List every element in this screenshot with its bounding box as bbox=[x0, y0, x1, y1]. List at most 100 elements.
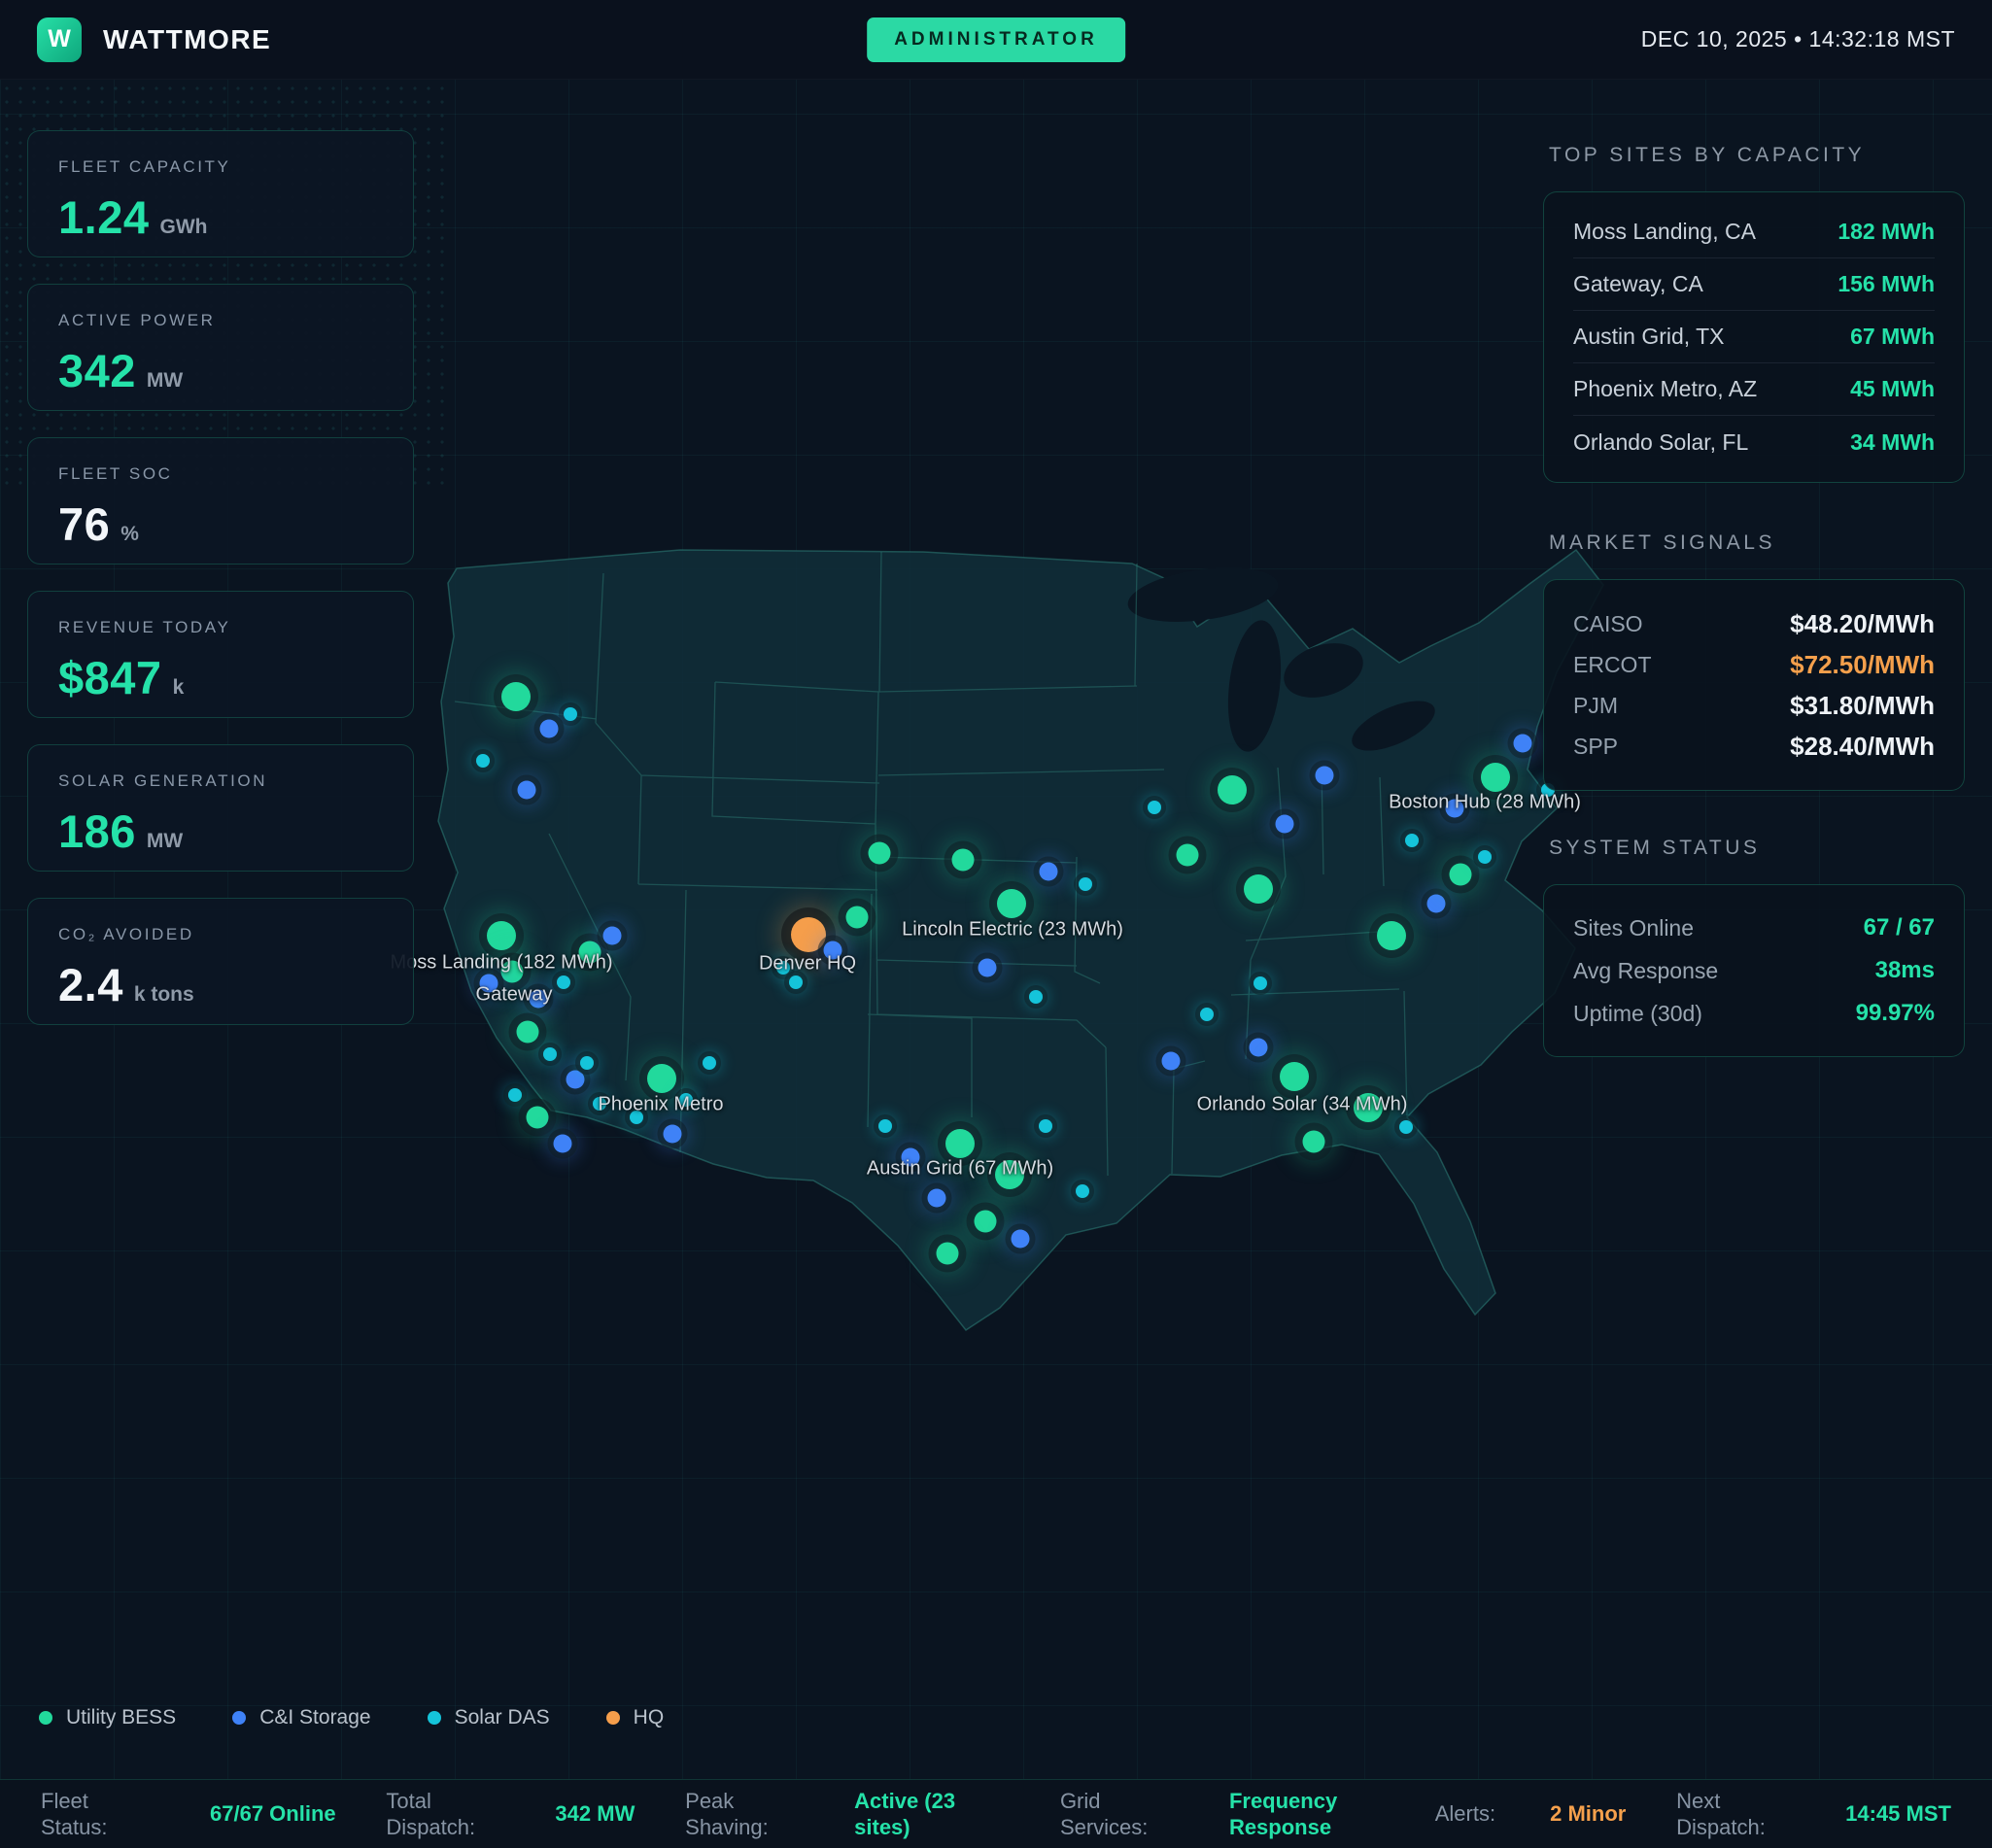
market-name: CAISO bbox=[1573, 610, 1643, 636]
site-dot-solar-das[interactable] bbox=[564, 707, 577, 721]
stat-card-value: 342 bbox=[58, 345, 136, 396]
site-dot-ci-storage[interactable] bbox=[529, 989, 548, 1009]
site-dot-solar-das[interactable] bbox=[1478, 850, 1492, 864]
site-dot-ci-storage[interactable] bbox=[978, 958, 997, 977]
site-dot-ci-storage[interactable] bbox=[1315, 766, 1334, 785]
site-dot-ci-storage[interactable] bbox=[823, 941, 842, 960]
site-dot-ci-storage[interactable] bbox=[517, 780, 536, 800]
site-dot-utility-bess[interactable] bbox=[995, 1160, 1024, 1189]
site-dot-ci-storage[interactable] bbox=[927, 1188, 946, 1208]
site-dot-utility-bess[interactable] bbox=[936, 1242, 959, 1265]
site-dot-ci-storage[interactable] bbox=[1275, 814, 1294, 834]
site-dot-solar-das[interactable] bbox=[1079, 877, 1092, 891]
market-row: CAISO $48.20/MWh bbox=[1573, 603, 1935, 644]
site-dot-utility-bess[interactable] bbox=[516, 1020, 539, 1044]
site-dot-ci-storage[interactable] bbox=[1249, 1038, 1268, 1057]
site-dot-utility-bess[interactable] bbox=[1354, 1093, 1383, 1122]
stat-card-value-row: 76% bbox=[58, 497, 383, 551]
system-row: Uptime (30d) 99.97% bbox=[1573, 992, 1935, 1035]
site-dot-utility-bess[interactable] bbox=[1449, 863, 1472, 886]
top-site-row: Austin Grid, TX 67 MWh bbox=[1573, 311, 1935, 363]
site-dot-ci-storage[interactable] bbox=[1445, 799, 1464, 818]
site-dot-utility-bess[interactable] bbox=[526, 1106, 549, 1129]
site-dot-solar-das[interactable] bbox=[580, 1056, 594, 1070]
state-borders bbox=[454, 551, 1408, 1177]
market-value: $28.40/MWh bbox=[1790, 731, 1935, 761]
site-dot-solar-das[interactable] bbox=[1148, 801, 1161, 814]
stat-card-active-power: ACTIVE POWER 342 MW bbox=[27, 284, 414, 411]
site-dot-solar-das[interactable] bbox=[679, 1093, 693, 1107]
site-dot-ci-storage[interactable] bbox=[602, 926, 622, 945]
site-dot-utility-bess[interactable] bbox=[1280, 1062, 1309, 1091]
site-dot-solar-das[interactable] bbox=[543, 1047, 557, 1061]
stat-card-value-row: 342 MW bbox=[58, 344, 383, 397]
statusbar-item: Total Dispatch: 342 MW bbox=[386, 1788, 635, 1841]
site-dot-ci-storage[interactable] bbox=[553, 1134, 572, 1153]
site-dot-utility-bess[interactable] bbox=[1481, 763, 1510, 792]
market-signals-title: MARKET SIGNALS bbox=[1549, 531, 1775, 554]
site-dot-hq[interactable] bbox=[791, 917, 826, 952]
site-dot-utility-bess[interactable] bbox=[1176, 843, 1199, 867]
site-dot-solar-das[interactable] bbox=[703, 1056, 716, 1070]
site-dot-utility-bess[interactable] bbox=[845, 906, 869, 929]
site-dot-solar-das[interactable] bbox=[476, 754, 490, 768]
site-dot-ci-storage[interactable] bbox=[663, 1124, 682, 1144]
site-dot-solar-das[interactable] bbox=[1254, 976, 1267, 990]
legend-label: HQ bbox=[633, 1706, 665, 1728]
site-dot-solar-das[interactable] bbox=[1405, 834, 1419, 847]
site-dot-solar-das[interactable] bbox=[630, 1111, 643, 1124]
site-dot-utility-bess[interactable] bbox=[951, 848, 975, 872]
app-header: W WATTMORE ADMINISTRATOR DEC 10, 2025 • … bbox=[0, 0, 1992, 80]
site-dot-solar-das[interactable] bbox=[1399, 1120, 1413, 1134]
site-dot-utility-bess[interactable] bbox=[1302, 1130, 1325, 1153]
top-site-row: Gateway, CA 156 MWh bbox=[1573, 258, 1935, 311]
site-dot-solar-das[interactable] bbox=[1029, 990, 1043, 1004]
map-site-label: Gateway bbox=[475, 983, 553, 1006]
site-dot-ci-storage[interactable] bbox=[1426, 894, 1446, 913]
site-dot-ci-storage[interactable] bbox=[1161, 1051, 1181, 1071]
site-dot-ci-storage[interactable] bbox=[539, 719, 559, 738]
site-dot-utility-bess[interactable] bbox=[1244, 874, 1273, 904]
site-dot-utility-bess[interactable] bbox=[500, 960, 524, 983]
site-dot-utility-bess[interactable] bbox=[578, 941, 601, 964]
site-dot-ci-storage[interactable] bbox=[1011, 1229, 1030, 1249]
site-dot-utility-bess[interactable] bbox=[997, 889, 1026, 918]
system-name: Avg Response bbox=[1573, 957, 1719, 983]
legend-item-solar-das: Solar DAS bbox=[427, 1706, 550, 1729]
site-dot-solar-das[interactable] bbox=[508, 1088, 522, 1102]
app-logo: W bbox=[37, 17, 82, 62]
site-dot-ci-storage[interactable] bbox=[901, 1147, 920, 1167]
stat-card-label: FLEET SOC bbox=[58, 464, 173, 483]
site-dot-utility-bess[interactable] bbox=[647, 1064, 676, 1093]
site-dot-utility-bess[interactable] bbox=[501, 682, 531, 711]
site-dot-ci-storage[interactable] bbox=[566, 1070, 585, 1089]
site-dot-ci-storage[interactable] bbox=[1513, 734, 1532, 753]
stat-card-label: CO₂ AVOIDED bbox=[58, 925, 194, 943]
stats-sidebar: FLEET CAPACITY 1.24 GWh ACTIVE POWER 342 MW FL… bbox=[27, 130, 414, 1025]
site-dot-utility-bess[interactable] bbox=[1218, 775, 1247, 804]
site-dot-utility-bess[interactable] bbox=[1377, 921, 1406, 950]
site-dot-solar-das[interactable] bbox=[878, 1119, 892, 1133]
site-dot-utility-bess[interactable] bbox=[868, 841, 891, 865]
site-dot-solar-das[interactable] bbox=[1076, 1184, 1089, 1198]
legend-item-utility-bess: Utility BESS bbox=[39, 1706, 176, 1729]
site-dot-ci-storage[interactable] bbox=[1039, 862, 1058, 881]
site-dot-solar-das[interactable] bbox=[593, 1097, 606, 1111]
site-dot-utility-bess[interactable] bbox=[974, 1210, 997, 1233]
site-dot-solar-das[interactable] bbox=[1200, 1008, 1214, 1021]
stat-card-value-row: $847 k bbox=[58, 651, 383, 704]
site-dot-solar-das[interactable] bbox=[1039, 1119, 1052, 1133]
stat-card-value-row: 2.4 k tons bbox=[58, 958, 383, 1011]
site-dot-ci-storage[interactable] bbox=[479, 974, 498, 993]
site-dot-solar-das[interactable] bbox=[776, 961, 790, 975]
site-dot-utility-bess[interactable] bbox=[487, 921, 516, 950]
statusbar-item: Fleet Status: 67/67 Online bbox=[41, 1788, 336, 1841]
site-dot-solar-das[interactable] bbox=[789, 975, 803, 989]
site-dot-utility-bess[interactable] bbox=[945, 1129, 975, 1158]
site-dot-solar-das[interactable] bbox=[557, 975, 570, 989]
stat-card-label: ACTIVE POWER bbox=[58, 311, 216, 329]
market-value: $72.50/MWh bbox=[1790, 649, 1935, 679]
map-legend: Utility BESS C&I Storage Solar DAS HQ bbox=[39, 1706, 664, 1729]
statusbar-label: Peak Shaving: bbox=[685, 1788, 769, 1840]
